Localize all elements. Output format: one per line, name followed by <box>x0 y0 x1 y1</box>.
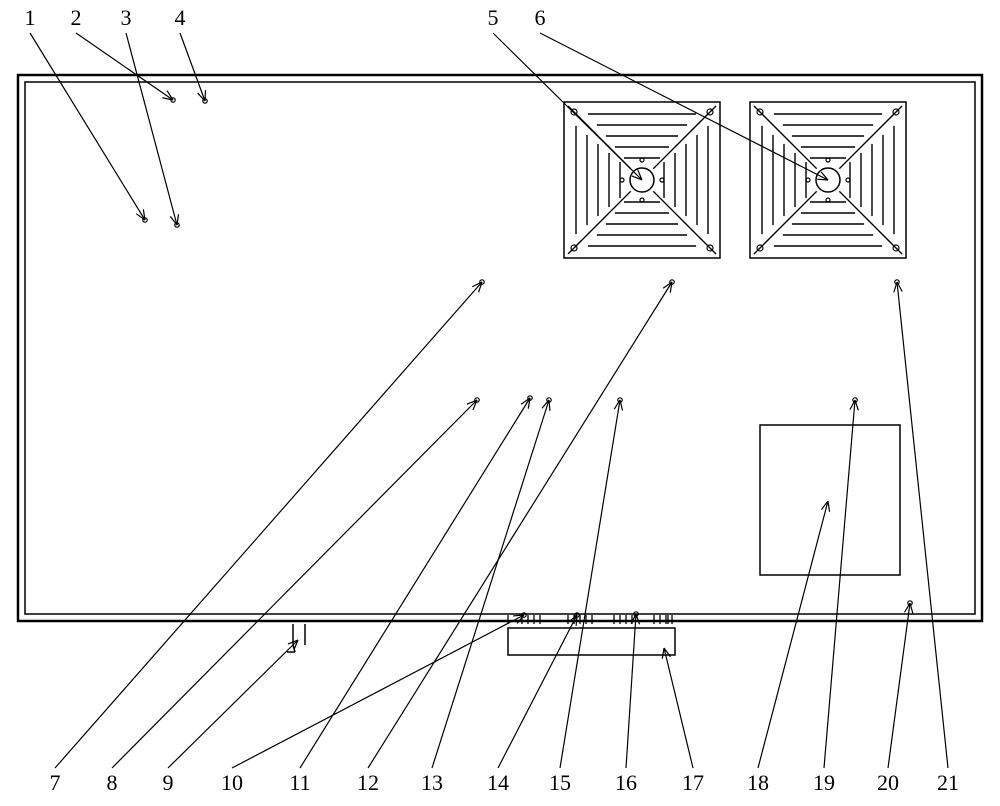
svg-text:2: 2 <box>71 5 82 30</box>
svg-text:6: 6 <box>535 5 546 30</box>
svg-text:12: 12 <box>357 770 379 795</box>
svg-text:20: 20 <box>877 770 899 795</box>
svg-text:17: 17 <box>682 770 704 795</box>
svg-text:11: 11 <box>289 770 310 795</box>
svg-text:1: 1 <box>25 5 36 30</box>
svg-text:7: 7 <box>50 770 61 795</box>
svg-text:18: 18 <box>747 770 769 795</box>
svg-text:5: 5 <box>488 5 499 30</box>
svg-text:16: 16 <box>615 770 637 795</box>
svg-text:4: 4 <box>175 5 186 30</box>
svg-text:3: 3 <box>121 5 132 30</box>
svg-text:9: 9 <box>163 770 174 795</box>
svg-text:14: 14 <box>487 770 509 795</box>
svg-text:19: 19 <box>813 770 835 795</box>
svg-text:13: 13 <box>421 770 443 795</box>
diagram: 123456789101112131415161718192021 <box>0 0 1000 806</box>
svg-text:8: 8 <box>107 770 118 795</box>
svg-text:10: 10 <box>221 770 243 795</box>
svg-text:15: 15 <box>549 770 571 795</box>
svg-text:21: 21 <box>937 770 959 795</box>
